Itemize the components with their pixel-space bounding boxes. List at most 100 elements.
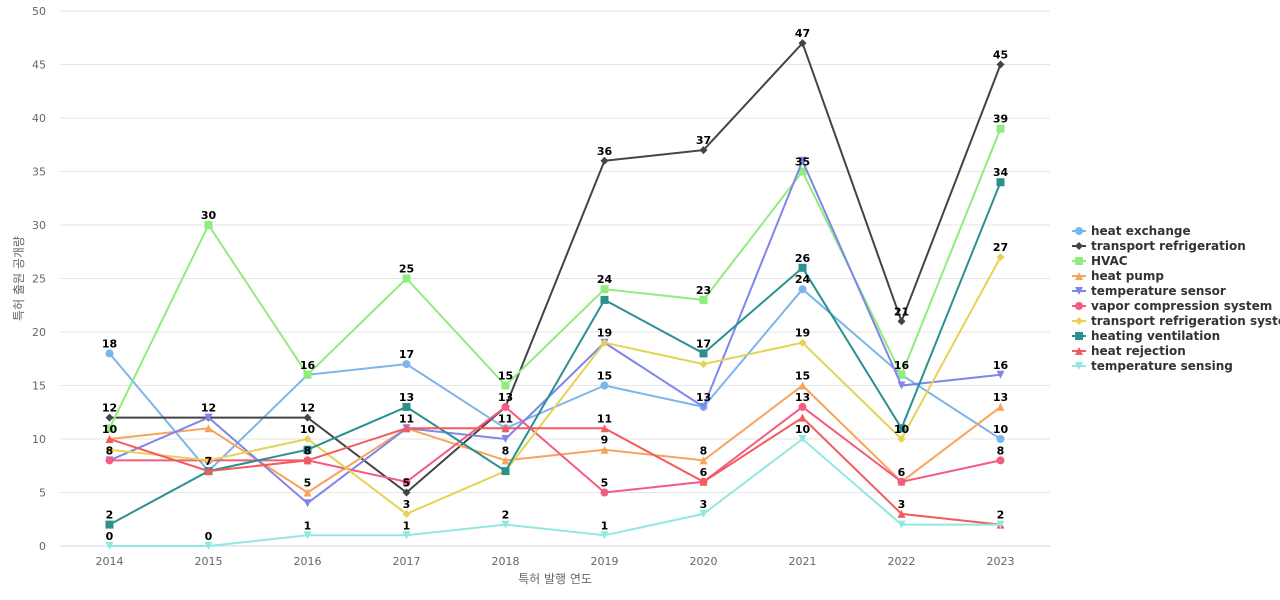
data-point[interactable] bbox=[105, 424, 114, 433]
data-point[interactable] bbox=[501, 456, 510, 465]
data-point[interactable] bbox=[402, 360, 411, 369]
legend-marker[interactable] bbox=[1075, 332, 1083, 340]
data-point[interactable] bbox=[303, 370, 312, 379]
data-point[interactable] bbox=[897, 317, 906, 326]
data-point[interactable] bbox=[204, 221, 213, 229]
data-point[interactable] bbox=[798, 435, 807, 443]
data-point[interactable] bbox=[699, 349, 708, 358]
data-point[interactable] bbox=[897, 381, 906, 390]
data-point[interactable] bbox=[303, 456, 312, 465]
legend-item[interactable]: transport refrigeration system bbox=[1072, 314, 1280, 328]
legend-item[interactable]: temperature sensing bbox=[1072, 359, 1233, 373]
data-point[interactable] bbox=[996, 124, 1005, 133]
legend-item[interactable]: heat pump bbox=[1072, 269, 1164, 283]
data-point[interactable] bbox=[402, 531, 411, 540]
data-point[interactable] bbox=[600, 488, 609, 497]
data-point[interactable] bbox=[798, 156, 807, 165]
data-point[interactable] bbox=[105, 435, 114, 443]
data-point[interactable] bbox=[996, 253, 1005, 262]
legend-item[interactable]: HVAC bbox=[1072, 254, 1128, 268]
data-point[interactable] bbox=[699, 360, 708, 369]
data-point[interactable] bbox=[897, 509, 906, 518]
data-point[interactable] bbox=[798, 167, 807, 176]
legend-marker[interactable] bbox=[1075, 347, 1083, 355]
data-point[interactable] bbox=[798, 338, 807, 347]
data-point[interactable] bbox=[204, 413, 213, 422]
data-point[interactable] bbox=[897, 435, 906, 443]
data-point[interactable] bbox=[699, 295, 708, 304]
data-point[interactable] bbox=[105, 456, 114, 465]
legend-marker[interactable] bbox=[1075, 317, 1083, 325]
data-point[interactable] bbox=[897, 520, 906, 529]
legend-item[interactable]: vapor compression system bbox=[1072, 299, 1272, 313]
data-point[interactable] bbox=[699, 509, 708, 518]
data-point[interactable] bbox=[798, 263, 807, 272]
data-point[interactable] bbox=[600, 531, 609, 540]
data-point[interactable] bbox=[996, 435, 1005, 443]
data-point[interactable] bbox=[996, 60, 1005, 69]
data-point[interactable] bbox=[303, 531, 312, 540]
data-point[interactable] bbox=[303, 413, 312, 422]
data-point[interactable] bbox=[105, 520, 114, 529]
data-point[interactable] bbox=[204, 542, 213, 550]
legend-marker[interactable] bbox=[1075, 362, 1083, 370]
data-point[interactable] bbox=[204, 467, 213, 476]
data-point[interactable] bbox=[204, 456, 213, 465]
data-point[interactable] bbox=[303, 499, 312, 508]
data-point[interactable] bbox=[600, 156, 609, 165]
data-point[interactable] bbox=[402, 424, 411, 433]
data-point[interactable] bbox=[105, 445, 114, 454]
data-point[interactable] bbox=[501, 467, 510, 476]
data-point[interactable] bbox=[402, 477, 411, 486]
data-point[interactable] bbox=[600, 445, 609, 454]
data-point[interactable] bbox=[105, 349, 114, 358]
data-point[interactable] bbox=[105, 542, 114, 550]
data-point[interactable] bbox=[996, 402, 1005, 411]
data-point[interactable] bbox=[303, 435, 312, 443]
legend-marker[interactable] bbox=[1075, 272, 1083, 280]
data-point[interactable] bbox=[897, 424, 906, 433]
data-point[interactable] bbox=[798, 381, 807, 390]
data-point[interactable] bbox=[600, 295, 609, 304]
data-point[interactable] bbox=[303, 488, 312, 497]
data-point[interactable] bbox=[600, 285, 609, 294]
legend-item[interactable]: heat rejection bbox=[1072, 344, 1186, 358]
data-point[interactable] bbox=[996, 456, 1005, 465]
data-point[interactable] bbox=[402, 274, 411, 283]
data-point[interactable] bbox=[204, 424, 213, 433]
data-point[interactable] bbox=[600, 338, 609, 347]
data-point[interactable] bbox=[600, 381, 609, 390]
data-point[interactable] bbox=[897, 477, 906, 486]
legend-marker[interactable] bbox=[1075, 242, 1083, 250]
data-point[interactable] bbox=[699, 146, 708, 155]
legend-item[interactable]: temperature sensor bbox=[1072, 284, 1226, 298]
data-point[interactable] bbox=[501, 402, 510, 411]
data-point[interactable] bbox=[600, 424, 609, 433]
data-point[interactable] bbox=[996, 370, 1005, 379]
data-point[interactable] bbox=[798, 413, 807, 422]
data-point[interactable] bbox=[798, 402, 807, 411]
data-point[interactable] bbox=[699, 477, 708, 486]
data-point[interactable] bbox=[798, 39, 807, 48]
legend-item[interactable]: heat exchange bbox=[1072, 224, 1191, 238]
data-point[interactable] bbox=[303, 445, 312, 454]
data-point[interactable] bbox=[501, 424, 510, 433]
data-point[interactable] bbox=[501, 435, 510, 443]
data-point[interactable] bbox=[897, 370, 906, 379]
legend-item[interactable]: transport refrigeration bbox=[1072, 239, 1246, 253]
data-point[interactable] bbox=[501, 520, 510, 529]
data-point[interactable] bbox=[996, 520, 1005, 529]
data-point[interactable] bbox=[402, 509, 411, 518]
data-point[interactable] bbox=[699, 402, 708, 411]
data-point[interactable] bbox=[402, 488, 411, 497]
data-point[interactable] bbox=[105, 413, 114, 422]
legend-item[interactable]: heating ventilation bbox=[1072, 329, 1220, 343]
data-point[interactable] bbox=[699, 456, 708, 465]
legend-marker[interactable] bbox=[1075, 227, 1083, 235]
data-point[interactable] bbox=[402, 402, 411, 411]
data-point[interactable] bbox=[501, 381, 510, 390]
data-point[interactable] bbox=[996, 178, 1005, 187]
legend-marker[interactable] bbox=[1075, 257, 1083, 265]
data-point[interactable] bbox=[798, 285, 807, 294]
legend-marker[interactable] bbox=[1075, 287, 1083, 295]
